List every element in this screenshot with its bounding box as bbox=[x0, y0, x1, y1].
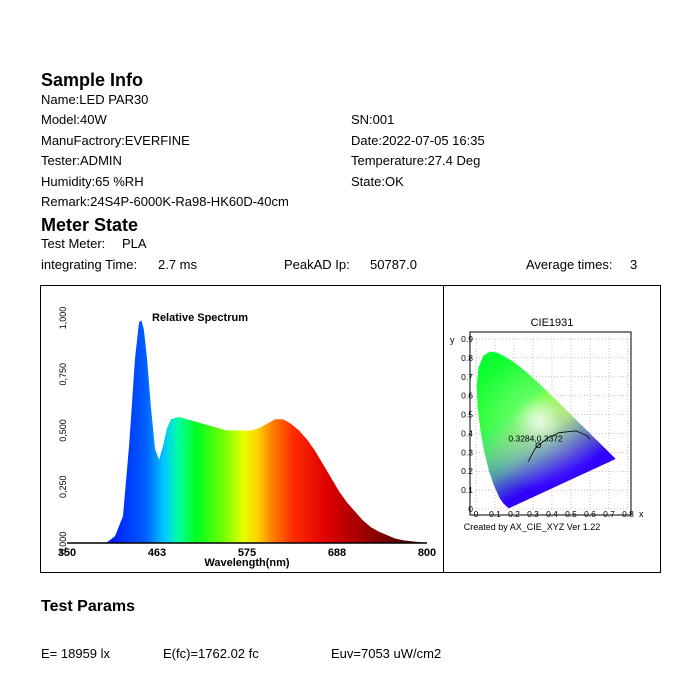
sample-state: State:OK bbox=[351, 174, 404, 189]
test-meter-label: Test Meter: bbox=[41, 236, 106, 251]
cie-y-tick-label: 0.4 bbox=[461, 428, 473, 438]
meter-state-heading: Meter State bbox=[41, 215, 139, 235]
spectrum-y-tick-label: 0,750 bbox=[58, 363, 68, 386]
spectrum-x-tick-label: 350 bbox=[58, 547, 76, 559]
average-times-value: 3 bbox=[630, 257, 638, 272]
cie-y-tick-label: 0.5 bbox=[461, 410, 473, 420]
spectrum-y-tick-label: 1,000 bbox=[58, 307, 68, 330]
cie-title: CIE1931 bbox=[531, 317, 574, 329]
relative-spectrum-chart: Relative Spectrum Wavelength(nm) 350 463 5… bbox=[58, 307, 436, 569]
average-times-label: Average times: bbox=[526, 257, 613, 272]
sample-tester: Tester:ADMIN bbox=[41, 153, 122, 168]
chart-divider bbox=[443, 285, 444, 573]
chromaticity-point-label: 0.3284,0.3372 bbox=[508, 433, 563, 443]
spectrum-x-tick-label: 463 bbox=[148, 547, 166, 559]
peakad-value: 50787.0 bbox=[370, 257, 417, 272]
cie-y-tick-label: 0.8 bbox=[461, 353, 473, 363]
cie-y-tick-label: 0.9 bbox=[461, 334, 473, 344]
integrating-time-label: integrating Time: bbox=[41, 257, 138, 272]
test-meter-value: PLA bbox=[122, 236, 147, 251]
sample-info-heading: Sample Info bbox=[41, 70, 144, 90]
param-euv: Euv=7053 uW/cm2 bbox=[331, 646, 442, 661]
spectrum-title: Relative Spectrum bbox=[152, 312, 248, 324]
cie-x-tick-label: 0.7 bbox=[603, 509, 615, 519]
spectrum-y-tick-label: 0,250 bbox=[58, 475, 68, 498]
sample-name: Name:LED PAR30 bbox=[41, 92, 149, 107]
spectrum-x-label: Wavelength(nm) bbox=[204, 557, 289, 569]
spectrum-y-tick-label: 0,500 bbox=[58, 419, 68, 442]
cie-y-tick-label: 0.2 bbox=[461, 466, 473, 476]
cie-y-tick-label: 0.1 bbox=[461, 485, 473, 495]
chart-frame bbox=[40, 285, 661, 573]
integrating-time-value: 2.7 ms bbox=[158, 257, 198, 272]
cie-y-tick-label: 0.6 bbox=[461, 391, 473, 401]
spectrum-area bbox=[67, 320, 427, 543]
cie1931-chart: 0.3284,0.3372 CIE1931 y x 0 0.1 0.2 0.3 0.4 0… bbox=[450, 317, 644, 532]
cie-x-tick-label: 0.3 bbox=[527, 509, 539, 519]
sample-remark: Remark:24S4P-6000K-Ra98-HK60D-40cm bbox=[41, 194, 289, 209]
sample-manufactory: ManuFactrory:EVERFINE bbox=[41, 133, 190, 148]
chromaticity-point bbox=[535, 442, 542, 449]
cie-x-label: x bbox=[639, 509, 644, 519]
cie-y-tick-label: 0 bbox=[468, 504, 473, 514]
param-efc: E(fc)=1762.02 fc bbox=[163, 646, 259, 661]
sample-model: Model:40W bbox=[41, 112, 107, 127]
cie-x-tick-label: 0.6 bbox=[584, 509, 596, 519]
cie-footer: Created by AX_CIE_XYZ Ver 1.22 bbox=[464, 522, 601, 532]
planckian-locus bbox=[527, 430, 591, 462]
cie-x-tick-label: 0.5 bbox=[565, 509, 577, 519]
sample-sn: SN:001 bbox=[351, 112, 395, 127]
spectrum-y-tick-label: 0,000 bbox=[58, 532, 68, 555]
spectrum-x-tick-label: 575 bbox=[238, 547, 256, 559]
cie-x-tick-label: 0.4 bbox=[546, 509, 558, 519]
spectrum-x-tick-label: 688 bbox=[328, 547, 346, 559]
sample-date: Date:2022-07-05 16:35 bbox=[351, 133, 485, 148]
cie-y-label: y bbox=[450, 335, 455, 345]
spectrum-x-tick-label: 800 bbox=[418, 547, 436, 559]
cie-x-tick-label: 0.1 bbox=[489, 509, 501, 519]
sample-humidity: Humidity:65 %RH bbox=[41, 174, 144, 189]
cie-y-tick-label: 0.7 bbox=[461, 372, 473, 382]
cie-y-tick-label: 0.3 bbox=[461, 447, 473, 457]
cie-x-tick-label: 0.8 bbox=[622, 509, 634, 519]
sample-temperature: Temperature:27.4 Deg bbox=[351, 153, 481, 168]
peakad-label: PeakAD Ip: bbox=[284, 257, 350, 272]
cie-x-tick-label: 0 bbox=[474, 509, 479, 519]
test-params-heading: Test Params bbox=[41, 598, 135, 615]
cie-x-tick-label: 0.2 bbox=[508, 509, 520, 519]
param-e: E= 18959 lx bbox=[41, 646, 111, 661]
